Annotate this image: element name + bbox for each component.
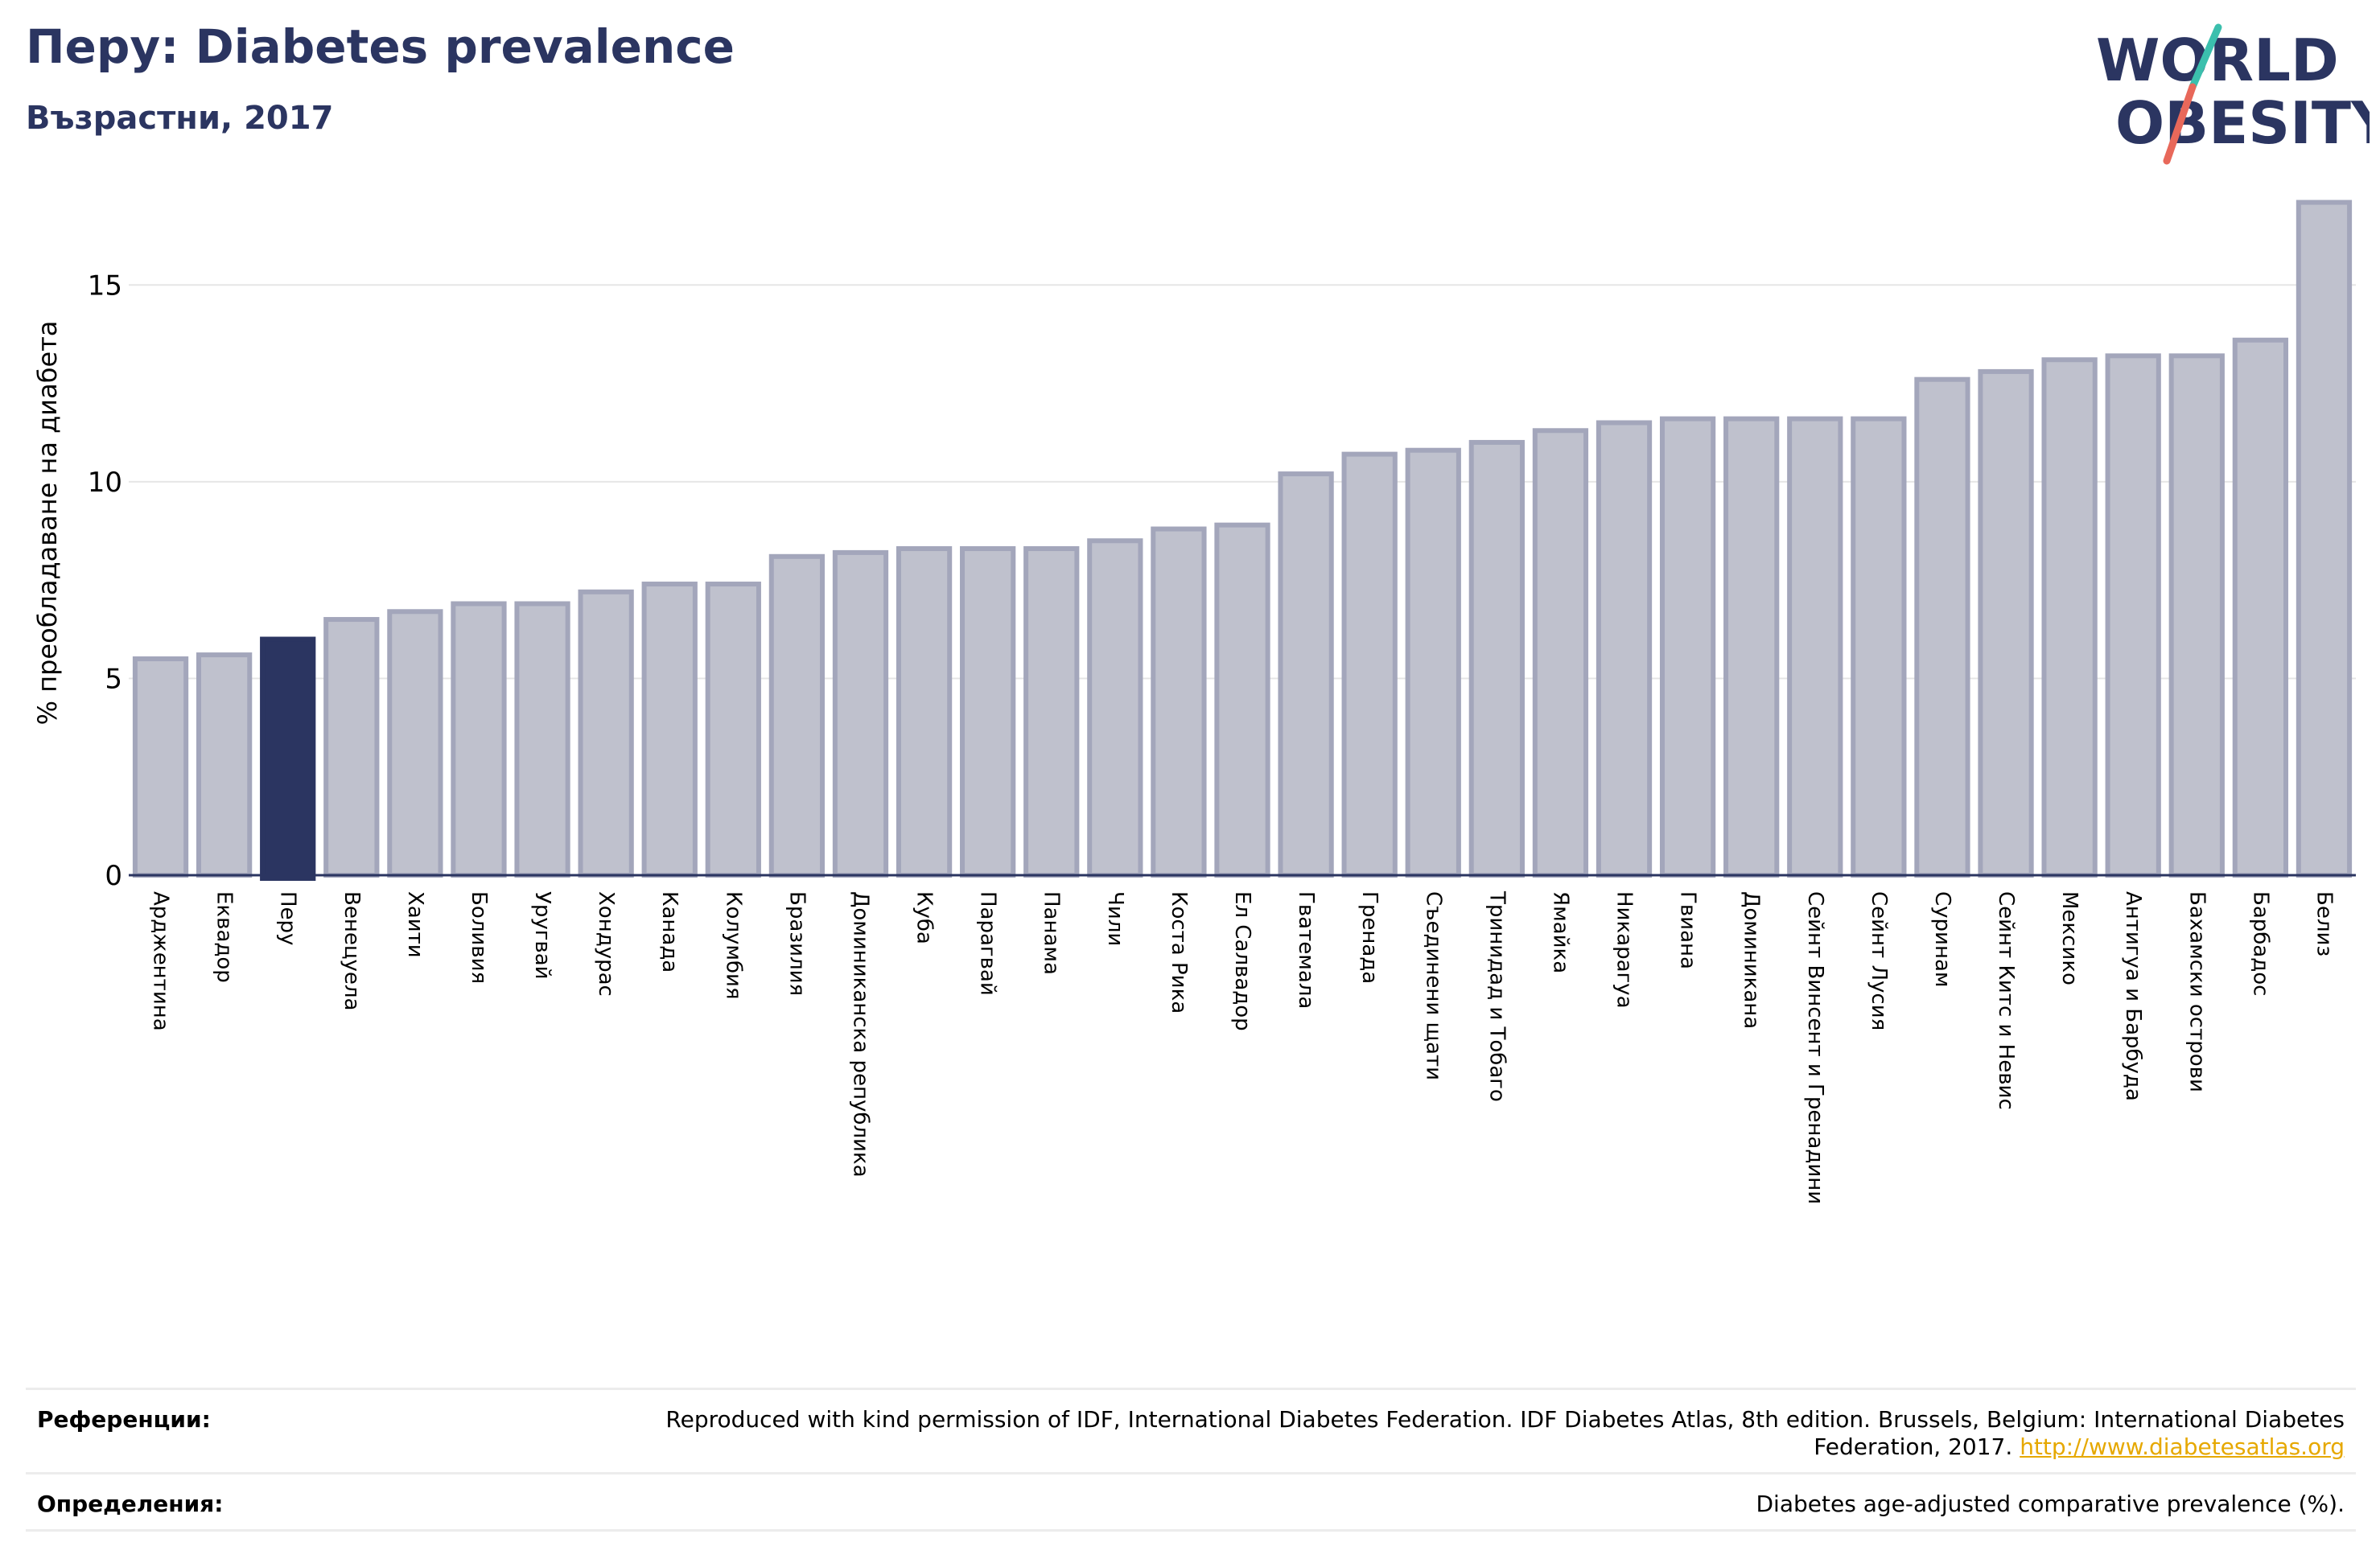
references-text-block: Reproduced with kind permission of IDF, … — [574, 1406, 2345, 1461]
bar — [1468, 439, 1525, 878]
bar — [705, 582, 761, 878]
definitions-row: Определения: Diabetes age-adjusted compa… — [26, 1472, 2356, 1532]
x-tick-label: Сейнт Винсент и Гренадини — [1803, 891, 1827, 1204]
x-tick-label: Еквадор — [212, 891, 237, 983]
bar — [578, 589, 634, 878]
bar — [1087, 538, 1143, 878]
x-tick-label: Суринам — [1930, 891, 1954, 988]
references-row: Референции: Reproduced with kind permiss… — [26, 1388, 2356, 1472]
references-link[interactable]: http://www.diabetesatlas.org — [2020, 1433, 2345, 1460]
x-tick-label: Гренада — [1357, 891, 1381, 984]
y-tick-label: 10 — [88, 467, 122, 499]
bar — [1659, 416, 1716, 878]
bar — [451, 601, 507, 878]
x-tick-label: Перу — [276, 891, 300, 945]
x-tick-label: Хаити — [403, 891, 427, 958]
x-tick-label: Доминиканска република — [848, 891, 872, 1178]
x-tick-label: Съединени щати — [1421, 891, 1445, 1080]
x-tick-label: Чили — [1103, 891, 1127, 946]
bar — [132, 656, 189, 878]
x-tick-label: Бахамски острови — [2184, 891, 2209, 1092]
x-tick-label: Парагвай — [976, 891, 1000, 996]
x-tick-label: Уругвай — [530, 891, 554, 980]
bar — [960, 546, 1016, 878]
bar — [768, 553, 826, 878]
bar-chart: 0 5 10 15 Арджентина Еквадор Перу Венецуела Хаи… — [32, 199, 2356, 1204]
bar — [1978, 368, 2034, 878]
x-tick-label: Арджентина — [149, 891, 173, 1031]
x-tick-label: Тринидад и Тобаго — [1484, 890, 1509, 1102]
bar — [2296, 199, 2353, 878]
bar — [1787, 416, 1843, 878]
bar — [2041, 357, 2098, 878]
bar — [1151, 526, 1207, 878]
logo-slash-teal — [2189, 23, 2222, 91]
x-tick-label: Канада — [657, 891, 681, 973]
logo-slash-coral — [2163, 83, 2197, 165]
x-tick-label: Гватемала — [1294, 891, 1318, 1009]
bar — [2232, 337, 2289, 878]
x-tick-label: Мексико — [2057, 891, 2081, 985]
x-tick-label: Сейнт Лусия — [1867, 891, 1891, 1030]
logo-line-2: OBESITY — [2115, 89, 2370, 157]
bar — [387, 609, 443, 878]
bar — [1341, 451, 1398, 878]
x-tick-label: Куба — [912, 891, 937, 944]
x-tick-label: Коста Рика — [1167, 891, 1191, 1014]
definitions-label: Определения: — [37, 1491, 224, 1517]
x-tick-label: Хондурас — [594, 891, 618, 997]
bar — [323, 617, 380, 878]
bars — [132, 199, 2353, 881]
reference-table: Референции: Reproduced with kind permiss… — [26, 1388, 2356, 1532]
bar — [1723, 416, 1780, 878]
x-tick-label: Гвиана — [1676, 891, 1700, 969]
bar — [1278, 471, 1334, 878]
bar — [1596, 420, 1653, 878]
bar — [1851, 416, 1907, 878]
y-axis-label: % преобладаване на диабета — [32, 321, 63, 726]
x-tick-label: Панама — [1040, 891, 1064, 975]
page-title: Перу: Diabetes prevalence — [26, 19, 735, 74]
bar — [196, 652, 253, 878]
bar — [1405, 447, 1461, 878]
x-tick-label: Белиз — [2312, 891, 2336, 956]
bar — [514, 601, 570, 878]
x-tick-label: Ел Салвадор — [1230, 891, 1254, 1031]
x-tick-label: Барбадос — [2248, 891, 2272, 996]
references-label: Референции: — [37, 1406, 211, 1433]
y-axis-ticks: 0 5 10 15 — [88, 269, 122, 892]
x-tick-label: Венецуела — [340, 891, 364, 1010]
bar — [1023, 546, 1080, 878]
x-tick-label: Доминикана — [1740, 891, 1764, 1029]
x-tick-label: Ямайка — [1548, 891, 1572, 973]
x-tick-label: Сейнт Китс и Невис — [1994, 891, 2018, 1110]
bar — [1532, 428, 1589, 878]
bar — [832, 549, 889, 878]
x-tick-label: Антигуа и Барбуда — [2121, 891, 2145, 1101]
bar — [1914, 376, 1970, 878]
definitions-text: Diabetes age-adjusted comparative preval… — [1756, 1491, 2345, 1517]
x-axis-labels: Арджентина Еквадор Перу Венецуела Хаити Болив… — [149, 890, 2337, 1204]
bar — [896, 546, 953, 878]
bar — [2105, 353, 2161, 878]
x-tick-label: Никарагуа — [1612, 891, 1637, 1009]
world-obesity-logo: WORLD OBESITY — [2096, 23, 2370, 165]
x-tick-label: Боливия — [467, 891, 491, 984]
bar — [641, 582, 698, 878]
y-tick-label: 15 — [88, 269, 122, 302]
x-tick-label: Колумбия — [721, 891, 745, 1000]
y-tick-label: 5 — [105, 663, 122, 695]
bar — [1214, 522, 1270, 878]
x-tick-label: Бразилия — [784, 891, 809, 996]
bar-highlighted — [260, 636, 316, 881]
references-text: Reproduced with kind permission of IDF, … — [665, 1406, 2345, 1460]
page-subtitle: Възрастни, 2017 — [26, 100, 334, 137]
bar — [2168, 353, 2225, 878]
y-tick-label: 0 — [105, 860, 122, 892]
